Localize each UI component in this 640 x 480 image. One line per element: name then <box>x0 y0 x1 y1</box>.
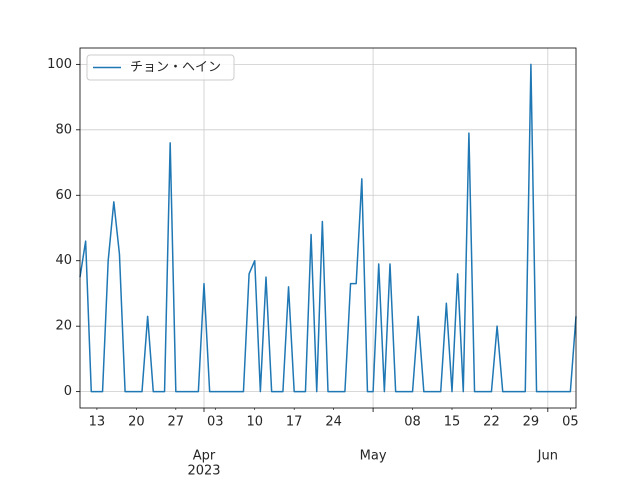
y-tick-label: 40 <box>55 253 72 268</box>
x-tick-label: 10 <box>246 415 263 430</box>
y-tick-label: 80 <box>55 122 72 137</box>
x-tick-label: 27 <box>168 415 185 430</box>
y-tick-label: 100 <box>47 57 72 72</box>
x-month-label: Apr <box>193 449 216 464</box>
x-tick-label: 13 <box>89 415 106 430</box>
x-tick-label: 24 <box>325 415 342 430</box>
x-tick-label: 08 <box>404 415 421 430</box>
y-tick-label: 60 <box>55 188 72 203</box>
x-tick-label: 15 <box>444 415 461 430</box>
x-tick-label: 22 <box>483 415 500 430</box>
x-month-label: May <box>360 449 387 464</box>
plot-frame <box>79 47 577 409</box>
x-tick-label: 17 <box>286 415 303 430</box>
x-tick-label: 03 <box>207 415 224 430</box>
y-tick-label: 0 <box>64 384 72 399</box>
legend-label: チョン・ヘイン <box>130 60 221 75</box>
x-tick-label: 29 <box>523 415 540 430</box>
legend-box <box>86 54 235 81</box>
x-tick-label: 20 <box>128 415 145 430</box>
x-month-label: Jun <box>537 449 558 464</box>
y-tick-label: 20 <box>55 319 72 334</box>
x-tick-label: 05 <box>562 415 579 430</box>
x-offset-label: 2023 <box>187 464 220 479</box>
data-line <box>79 63 577 393</box>
